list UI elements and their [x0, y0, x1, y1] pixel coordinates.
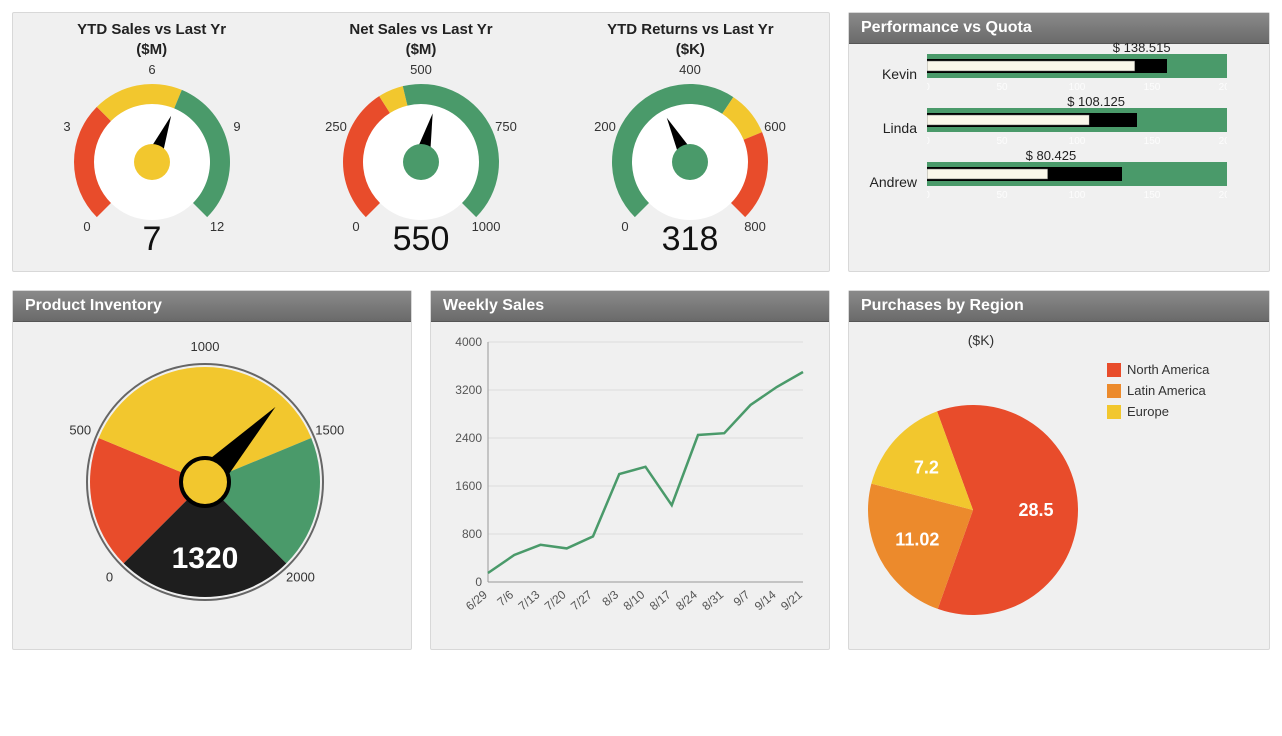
- svg-text:200: 200: [1219, 82, 1227, 93]
- inventory-gauge: 0 500 1000 1500 2000 1320: [25, 332, 385, 632]
- region-subtitle: ($K): [861, 332, 1101, 348]
- svg-text:550: 550: [393, 220, 450, 258]
- svg-text:500: 500: [69, 422, 91, 437]
- region-legend: North America Latin America Europe: [1107, 362, 1209, 425]
- svg-text:0: 0: [927, 82, 930, 93]
- panel-header-region: Purchases by Region: [849, 291, 1269, 322]
- svg-text:150: 150: [1144, 82, 1161, 93]
- gauge-subtitle: ($K): [560, 41, 821, 58]
- svg-text:6: 6: [148, 62, 155, 77]
- svg-text:0: 0: [352, 219, 359, 234]
- svg-text:200: 200: [594, 119, 616, 134]
- bullet-value-label: $ 80.425: [1026, 148, 1077, 163]
- gauge-row-panel: YTD Sales vs Last Yr ($M) 0 3 6 9 12 7 Net S…: [12, 12, 830, 272]
- svg-text:250: 250: [325, 119, 347, 134]
- bullet-value-label: $ 108.125: [1067, 94, 1125, 109]
- svg-text:8/24: 8/24: [673, 587, 700, 613]
- gauge-title: Net Sales vs Last Yr: [290, 21, 551, 39]
- pie-slice-label: 28.5: [1018, 500, 1053, 520]
- bullet-name-label: Linda: [861, 120, 923, 136]
- svg-text:150: 150: [1144, 136, 1161, 147]
- svg-text:7/13: 7/13: [516, 587, 543, 613]
- svg-text:8/10: 8/10: [621, 587, 648, 613]
- svg-text:3200: 3200: [455, 383, 482, 397]
- svg-text:1600: 1600: [455, 479, 482, 493]
- svg-text:0: 0: [927, 190, 930, 201]
- svg-text:7: 7: [142, 220, 161, 258]
- panel-header-inventory: Product Inventory: [13, 291, 411, 322]
- svg-text:318: 318: [662, 220, 719, 258]
- svg-text:0: 0: [83, 219, 90, 234]
- svg-text:0: 0: [927, 136, 930, 147]
- svg-text:6/29: 6/29: [463, 587, 490, 613]
- svg-text:50: 50: [997, 82, 1009, 93]
- bullet-name-label: Kevin: [861, 66, 923, 82]
- gauge-1: Net Sales vs Last Yr ($M) 0 250 500 750 1000…: [290, 21, 551, 282]
- performance-quota-panel: Performance vs Quota $ 138.515 Kevin 0 50…: [848, 12, 1270, 272]
- gauge-2: YTD Returns vs Last Yr ($K) 0 200 400 600 80…: [560, 21, 821, 282]
- gauge-0: YTD Sales vs Last Yr ($M) 0 3 6 9 12 7: [21, 21, 282, 282]
- svg-text:100: 100: [1069, 82, 1086, 93]
- legend-item: North America: [1107, 362, 1209, 377]
- inventory-value-label: 1320: [172, 542, 239, 575]
- svg-text:8/3: 8/3: [599, 587, 621, 609]
- legend-item: Latin America: [1107, 383, 1209, 398]
- gauge-subtitle: ($M): [290, 41, 551, 58]
- svg-text:50: 50: [997, 136, 1009, 147]
- svg-text:800: 800: [745, 219, 767, 234]
- svg-text:500: 500: [410, 62, 432, 77]
- bullet-row-andrew: $ 80.425 Andrew 050100150200: [861, 162, 1257, 202]
- svg-text:600: 600: [764, 119, 786, 134]
- bullet-name-label: Andrew: [861, 174, 923, 190]
- svg-text:150: 150: [1144, 190, 1161, 201]
- bullet-row-linda: $ 108.125 Linda 050100150200: [861, 108, 1257, 148]
- weekly-sales-panel: Weekly Sales 08001600240032004000 6/297/…: [430, 290, 830, 650]
- svg-text:9/21: 9/21: [778, 587, 805, 613]
- svg-text:1000: 1000: [472, 219, 501, 234]
- gauge-title: YTD Returns vs Last Yr: [560, 21, 821, 39]
- svg-text:100: 100: [1069, 136, 1086, 147]
- legend-label: Europe: [1127, 404, 1169, 419]
- svg-text:8/17: 8/17: [647, 587, 674, 613]
- gauge-title: YTD Sales vs Last Yr: [21, 21, 282, 39]
- svg-text:1500: 1500: [315, 422, 344, 437]
- panel-header-quota: Performance vs Quota: [849, 13, 1269, 44]
- pie-slice-label: 7.2: [914, 458, 939, 478]
- svg-text:200: 200: [1219, 190, 1227, 201]
- svg-text:7/27: 7/27: [568, 587, 595, 613]
- svg-text:100: 100: [1069, 190, 1086, 201]
- legend-label: North America: [1127, 362, 1209, 377]
- svg-text:3: 3: [63, 119, 70, 134]
- svg-text:800: 800: [462, 527, 482, 541]
- bullet-row-kevin: $ 138.515 Kevin 050100150200: [861, 54, 1257, 94]
- legend-item: Europe: [1107, 404, 1209, 419]
- svg-text:200: 200: [1219, 136, 1227, 147]
- svg-text:2000: 2000: [286, 569, 315, 584]
- svg-text:7/6: 7/6: [494, 587, 516, 609]
- svg-text:7/20: 7/20: [542, 587, 569, 613]
- svg-text:400: 400: [679, 62, 701, 77]
- panel-header-weekly: Weekly Sales: [431, 291, 829, 322]
- svg-text:0: 0: [622, 219, 629, 234]
- weekly-sales-chart: 0 800 1600 2400 3200 4000 6/297/67/137/207/27…: [443, 332, 813, 632]
- bullet-value-label: $ 138.515: [1113, 40, 1171, 55]
- svg-text:9: 9: [233, 119, 240, 134]
- svg-text:8/31: 8/31: [699, 587, 726, 613]
- legend-label: Latin America: [1127, 383, 1206, 398]
- svg-text:1000: 1000: [191, 339, 220, 354]
- gauge-subtitle: ($M): [21, 41, 282, 58]
- pie-slice-label: 11.02: [895, 530, 939, 550]
- svg-text:0: 0: [106, 569, 113, 584]
- region-pie-chart: 28.5 11.02 7.2: [861, 350, 1101, 650]
- svg-text:750: 750: [495, 119, 517, 134]
- svg-text:50: 50: [997, 190, 1009, 201]
- svg-text:4000: 4000: [455, 335, 482, 349]
- svg-text:2400: 2400: [455, 431, 482, 445]
- svg-text:0: 0: [475, 575, 482, 589]
- svg-text:9/14: 9/14: [752, 587, 779, 613]
- purchases-region-panel: Purchases by Region ($K) 28.5 11.02 7.2 No…: [848, 290, 1270, 650]
- product-inventory-panel: Product Inventory 0 500 1000 1500 2000 1320: [12, 290, 412, 650]
- svg-text:9/7: 9/7: [731, 587, 753, 609]
- svg-text:12: 12: [209, 219, 223, 234]
